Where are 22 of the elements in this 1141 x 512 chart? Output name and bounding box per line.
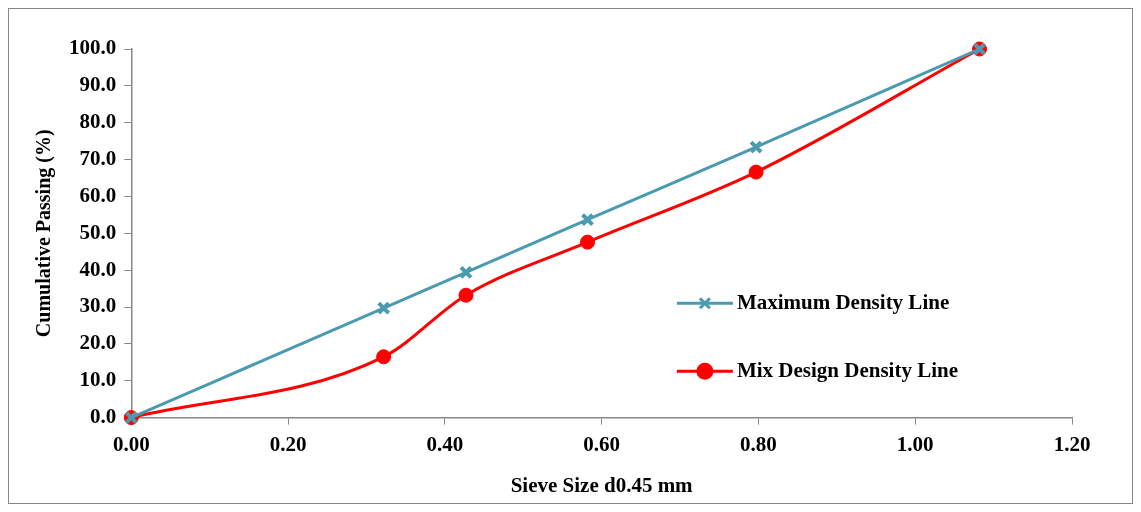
x-tick-label: 0.00 (112, 431, 150, 456)
x-tick-label: 1.20 (1053, 431, 1091, 456)
x-tick-label: 0.60 (583, 431, 620, 456)
x-tick-label: 0.80 (740, 431, 777, 456)
y-tick-label: 100.0 (69, 35, 117, 60)
legend-label: Mix Design Density Line (736, 357, 958, 382)
y-tick-label: 60.0 (79, 182, 117, 207)
x-axis-title: Sieve Size d0.45 mm (510, 472, 694, 497)
y-tick-label: 80.0 (79, 109, 117, 134)
y-tick-label: 40.0 (79, 256, 117, 281)
y-tick-label: 10.0 (79, 367, 117, 392)
y-tick-label: 0.0 (90, 404, 117, 429)
legend-label: Maximum Density Line (736, 289, 950, 314)
y-tick-label: 30.0 (79, 293, 117, 318)
y-tick-label: 20.0 (79, 330, 117, 355)
x-tick-label: 0.20 (269, 431, 307, 456)
y-tick-label: 50.0 (79, 219, 117, 244)
y-axis-title: Cumulative Passing (%) (32, 129, 56, 338)
x-tick-label: 1.00 (896, 431, 934, 456)
y-tick-label: 70.0 (79, 146, 117, 170)
x-tick-label: 0.40 (426, 431, 464, 456)
y-tick-label: 90.0 (79, 72, 117, 97)
